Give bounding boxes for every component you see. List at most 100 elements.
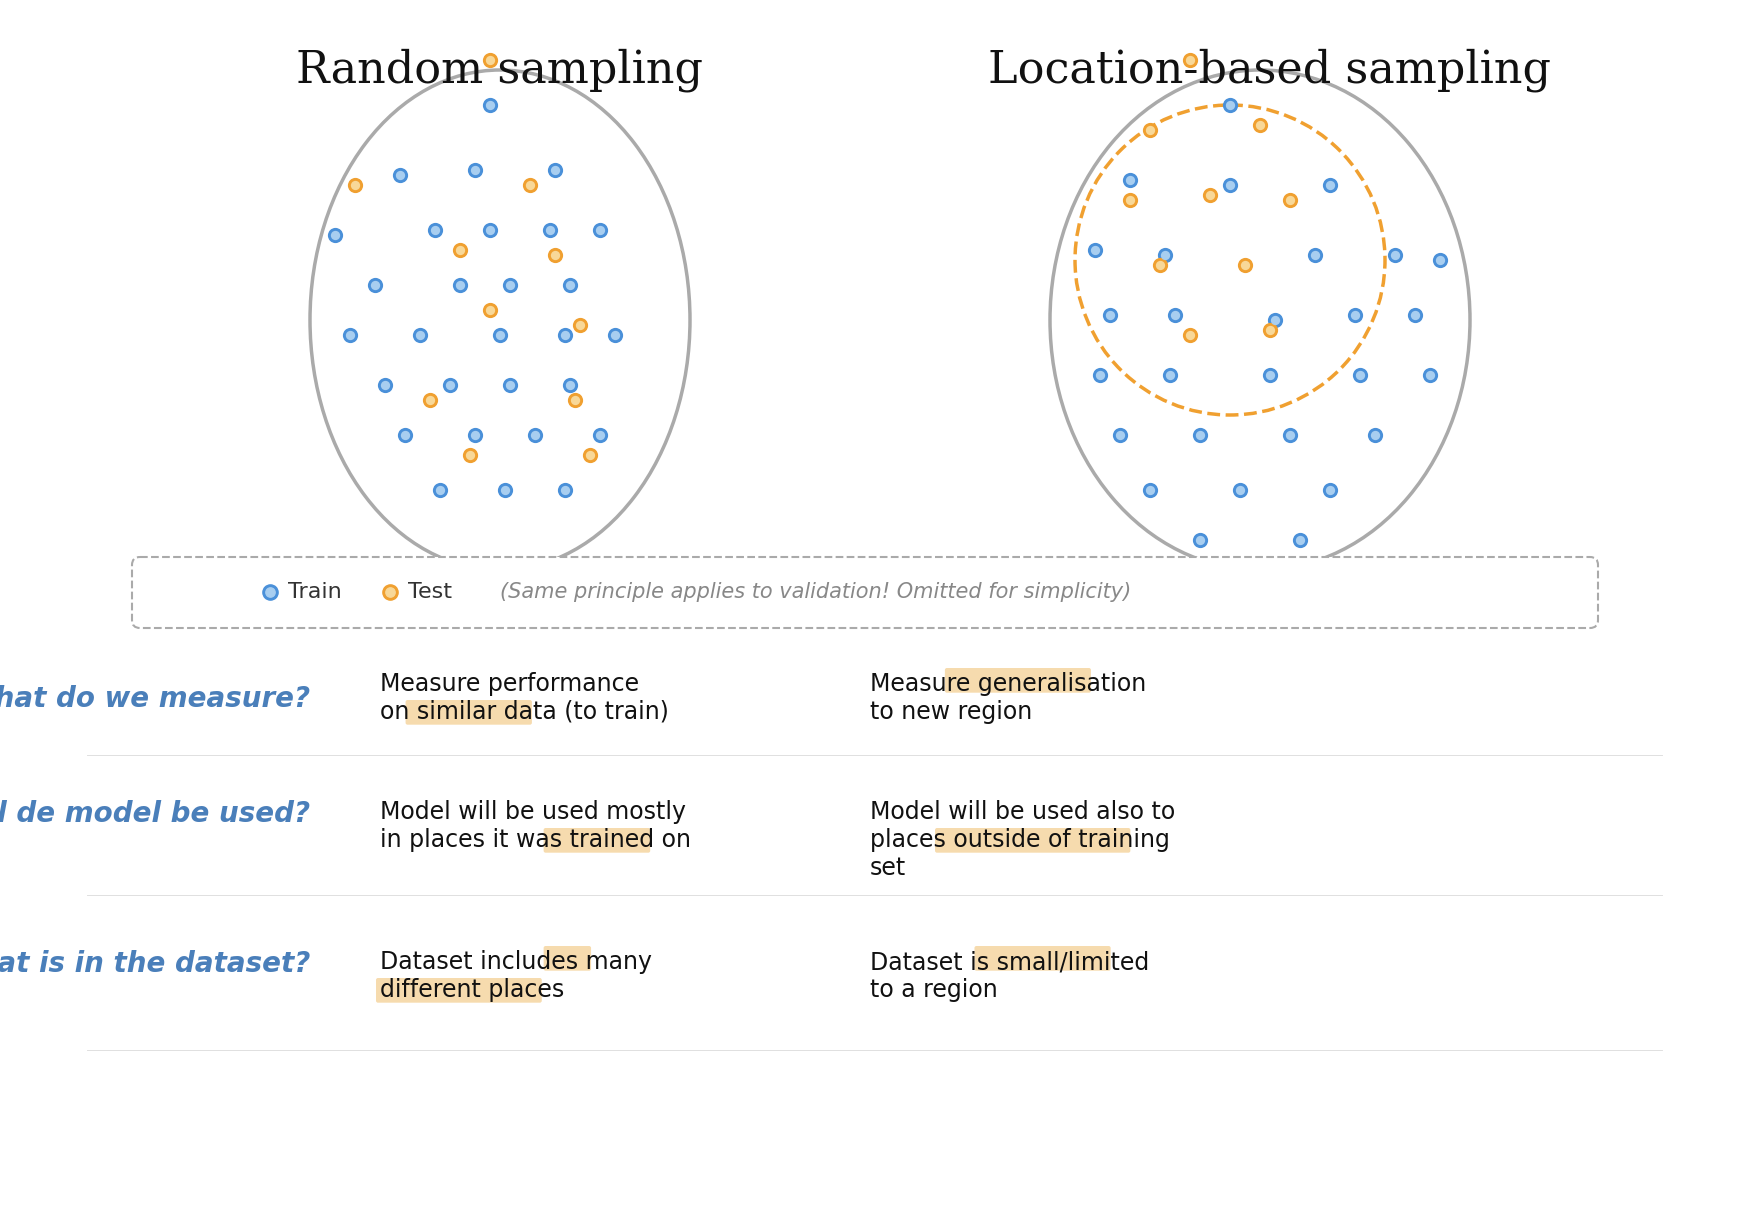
Point bbox=[551, 325, 579, 345]
Point bbox=[1276, 190, 1304, 210]
Point bbox=[1346, 366, 1374, 385]
Point bbox=[427, 480, 454, 499]
Point bbox=[1381, 245, 1409, 265]
Point bbox=[475, 301, 503, 320]
Point bbox=[1285, 530, 1313, 550]
FancyBboxPatch shape bbox=[944, 667, 1091, 693]
Point bbox=[1225, 480, 1253, 499]
Point bbox=[475, 220, 503, 239]
Point bbox=[486, 325, 514, 345]
Point bbox=[496, 275, 524, 294]
Point bbox=[575, 445, 603, 465]
Point bbox=[521, 426, 549, 445]
Point bbox=[1360, 426, 1388, 445]
Point bbox=[1175, 50, 1203, 70]
Point bbox=[1301, 245, 1328, 265]
Point bbox=[1145, 255, 1173, 275]
Point bbox=[516, 175, 544, 195]
Point bbox=[1115, 171, 1143, 190]
Point bbox=[556, 275, 584, 294]
Point bbox=[601, 325, 629, 345]
Point bbox=[566, 315, 594, 335]
Point bbox=[475, 301, 503, 320]
Point bbox=[435, 375, 463, 395]
Point bbox=[551, 480, 579, 499]
Point bbox=[1276, 190, 1304, 210]
FancyBboxPatch shape bbox=[935, 828, 1129, 853]
Text: Dataset is small/limited
to a region: Dataset is small/limited to a region bbox=[869, 950, 1148, 1001]
Point bbox=[322, 226, 350, 245]
Point bbox=[1346, 366, 1374, 385]
Point bbox=[446, 275, 474, 294]
Point bbox=[1314, 480, 1342, 499]
Point bbox=[1425, 250, 1453, 270]
Point bbox=[1260, 310, 1288, 330]
Point bbox=[496, 375, 524, 395]
Point bbox=[1150, 245, 1178, 265]
Point bbox=[322, 226, 350, 245]
Point bbox=[1155, 366, 1183, 385]
Point bbox=[1231, 255, 1259, 275]
Point bbox=[475, 96, 503, 115]
Point bbox=[1105, 426, 1133, 445]
Point bbox=[516, 175, 544, 195]
Point bbox=[491, 480, 519, 499]
Point bbox=[475, 220, 503, 239]
Point bbox=[1175, 325, 1203, 345]
Point bbox=[336, 325, 364, 345]
Point bbox=[491, 480, 519, 499]
Point bbox=[1416, 366, 1444, 385]
Point bbox=[461, 426, 489, 445]
Point bbox=[406, 325, 434, 345]
Text: Measure generalisation
to new region: Measure generalisation to new region bbox=[869, 672, 1145, 724]
Point bbox=[1086, 366, 1113, 385]
Point bbox=[1115, 171, 1143, 190]
Point bbox=[1400, 306, 1428, 325]
Point bbox=[341, 175, 369, 195]
Point bbox=[461, 161, 489, 180]
Point bbox=[535, 220, 563, 239]
Point bbox=[1096, 306, 1124, 325]
Point bbox=[1161, 306, 1189, 325]
Text: What is in the dataset?: What is in the dataset? bbox=[0, 950, 309, 978]
Text: Model will be used also to
places outside of training
set: Model will be used also to places outsid… bbox=[869, 800, 1175, 880]
Point bbox=[586, 426, 614, 445]
Point bbox=[341, 175, 369, 195]
Point bbox=[1080, 240, 1108, 260]
Text: What do we measure?: What do we measure? bbox=[0, 685, 309, 713]
Point bbox=[556, 375, 584, 395]
Point bbox=[416, 390, 444, 410]
Point bbox=[575, 445, 603, 465]
Point bbox=[461, 161, 489, 180]
Point bbox=[255, 582, 283, 601]
Point bbox=[1255, 366, 1283, 385]
Point bbox=[1185, 530, 1213, 550]
Point bbox=[1260, 310, 1288, 330]
Point bbox=[1150, 245, 1178, 265]
Point bbox=[1136, 120, 1164, 140]
Point bbox=[1105, 426, 1133, 445]
FancyBboxPatch shape bbox=[376, 978, 542, 1002]
Point bbox=[1175, 325, 1203, 345]
Point bbox=[427, 480, 454, 499]
Point bbox=[386, 166, 414, 185]
Point bbox=[376, 582, 404, 601]
Point bbox=[1185, 426, 1213, 445]
Point bbox=[1215, 96, 1243, 115]
Point bbox=[1255, 320, 1283, 340]
Point bbox=[1276, 426, 1304, 445]
Point bbox=[1136, 480, 1164, 499]
Point bbox=[551, 325, 579, 345]
Point bbox=[1115, 190, 1143, 210]
Point bbox=[1215, 96, 1243, 115]
Point bbox=[486, 325, 514, 345]
Point bbox=[540, 245, 568, 265]
Point bbox=[540, 161, 568, 180]
Point bbox=[586, 220, 614, 239]
Point bbox=[435, 375, 463, 395]
Point bbox=[475, 50, 503, 70]
Point bbox=[1196, 185, 1224, 205]
Point bbox=[535, 220, 563, 239]
Point bbox=[601, 325, 629, 345]
Point bbox=[446, 275, 474, 294]
